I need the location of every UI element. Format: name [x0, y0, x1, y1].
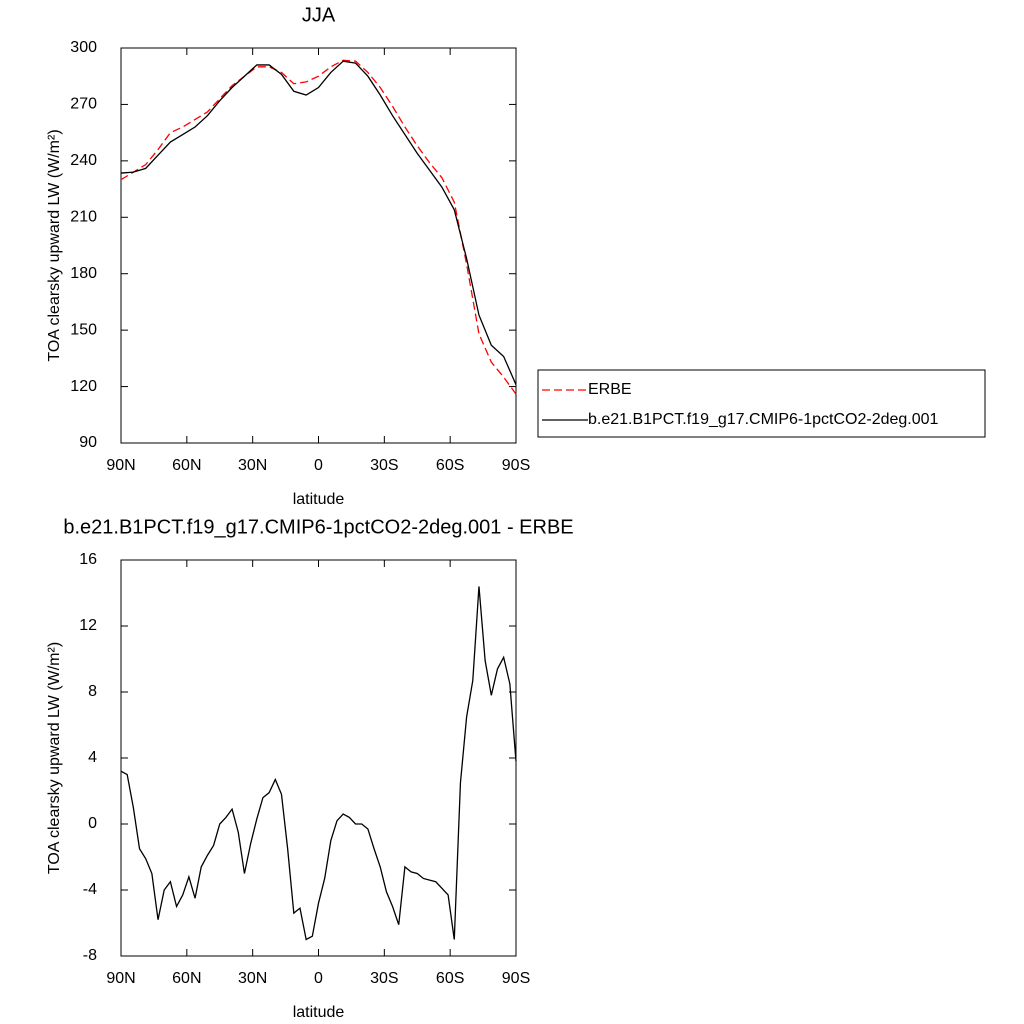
chart-title: JJA	[302, 4, 336, 26]
data-line	[120, 59, 517, 395]
plot-frame	[120, 47, 517, 444]
x-tick-label: 30S	[370, 970, 398, 987]
plot-frame	[120, 559, 517, 957]
y-axis-label: TOA clearsky upward LW (W/m²)	[46, 129, 63, 361]
x-tick-label: 30N	[238, 457, 267, 474]
y-tick-label: 300	[70, 39, 97, 56]
y-tick-label: 150	[70, 321, 97, 338]
x-tick-label: 90N	[106, 970, 135, 987]
data-line	[120, 586, 517, 941]
y-tick-label: 240	[70, 152, 97, 169]
x-tick-label: 30N	[238, 970, 267, 987]
x-tick-label: 0	[314, 457, 323, 474]
y-tick-label: 12	[79, 617, 97, 634]
legend-label: b.e21.B1PCT.f19_g17.CMIP6-1pctCO2-2deg.0…	[588, 411, 939, 428]
y-tick-label: 0	[88, 815, 97, 832]
y-tick-label: 180	[70, 265, 97, 282]
x-tick-label: 60S	[436, 457, 464, 474]
y-tick-label: 4	[88, 749, 97, 766]
x-tick-label: 60N	[172, 970, 201, 987]
legend-label: ERBE	[588, 381, 632, 398]
x-tick-label: 90S	[502, 970, 530, 987]
data-line	[120, 60, 517, 385]
x-axis-label: latitude	[293, 491, 345, 508]
x-tick-label: 90S	[502, 457, 530, 474]
legend-box	[537, 369, 986, 438]
x-tick-label: 90N	[106, 457, 135, 474]
y-tick-label: -8	[83, 947, 97, 964]
y-tick-label: 8	[88, 683, 97, 700]
y-tick-label: 270	[70, 96, 97, 113]
y-tick-label: 210	[70, 209, 97, 226]
y-tick-label: 120	[70, 378, 97, 395]
y-axis-label: TOA clearsky upward LW (W/m²)	[46, 642, 63, 874]
y-tick-label: 90	[79, 434, 97, 451]
y-tick-label: -4	[83, 881, 97, 898]
y-tick-label: 16	[79, 551, 97, 568]
x-tick-label: 60N	[172, 457, 201, 474]
x-tick-label: 0	[314, 970, 323, 987]
chart-title: b.e21.B1PCT.f19_g17.CMIP6-1pctCO2-2deg.0…	[63, 516, 573, 538]
x-tick-label: 60S	[436, 970, 464, 987]
x-axis-label: latitude	[293, 1004, 345, 1021]
x-tick-label: 30S	[370, 457, 398, 474]
